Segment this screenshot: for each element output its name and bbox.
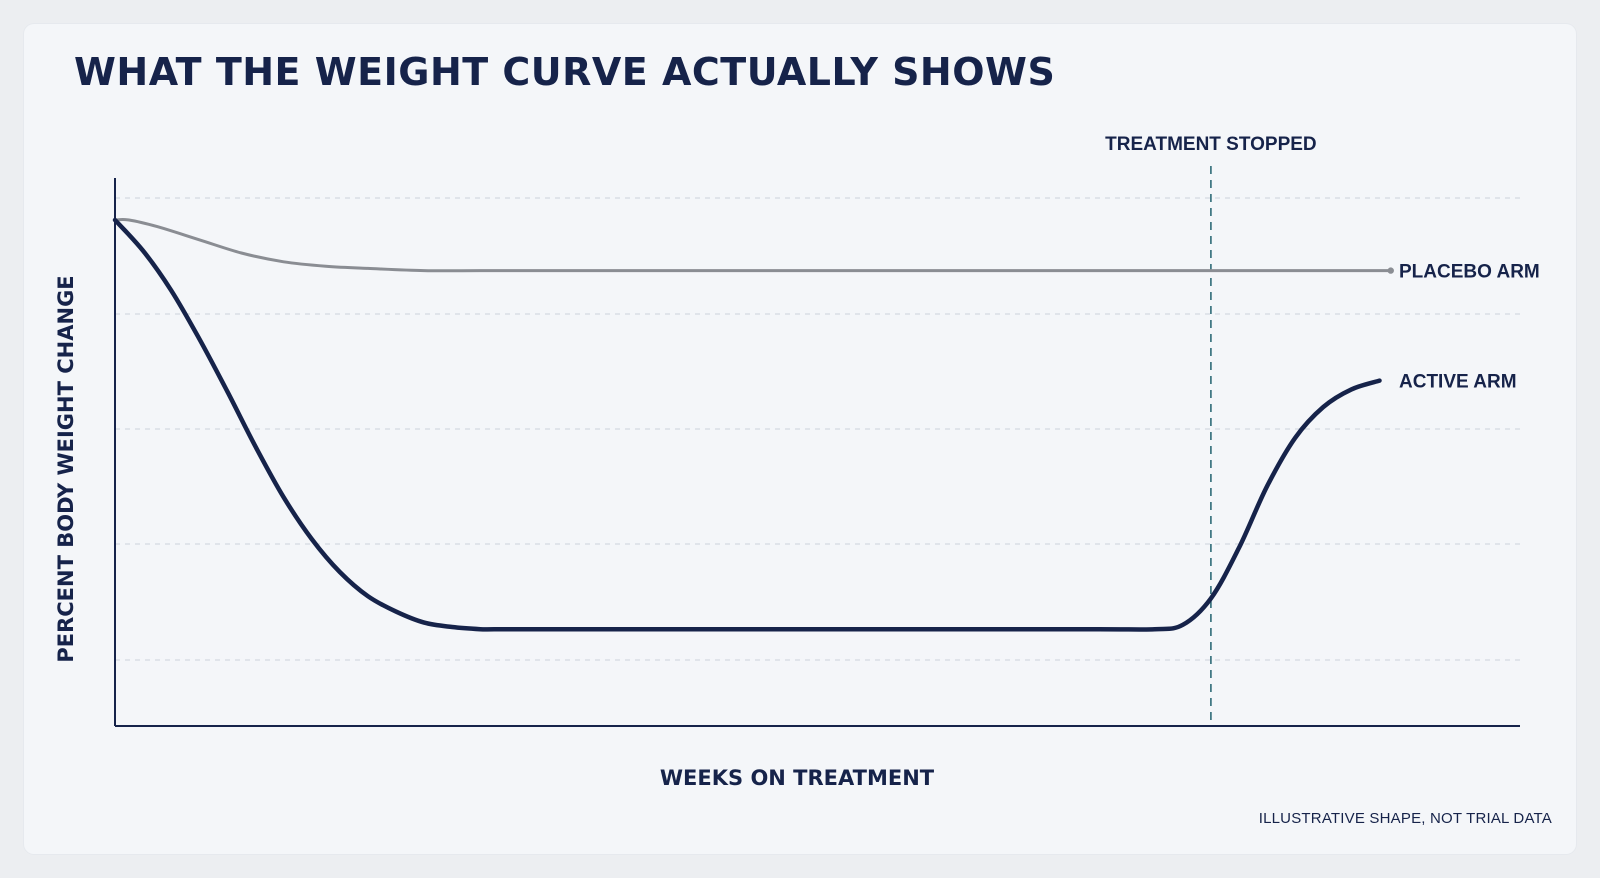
treatment-stopped-marker: TREATMENT STOPPED: [1105, 134, 1317, 726]
chart-card: [24, 24, 1576, 854]
placebo-arm-end-point: [1387, 267, 1394, 274]
series-labels: PLACEBO ARM ACTIVE ARM: [1399, 262, 1540, 393]
footnote: ILLUSTRATIVE SHAPE, NOT TRIAL DATA: [1258, 810, 1552, 827]
axes: [114, 178, 1520, 727]
gridlines: [115, 197, 1520, 661]
x-axis-label: WEEKS ON TREATMENT: [659, 766, 935, 790]
active-arm-label: ACTIVE ARM: [1399, 372, 1517, 393]
placebo-arm-label: PLACEBO ARM: [1399, 262, 1540, 283]
series-lines: [112, 217, 1394, 632]
chart-title: WHAT THE WEIGHT CURVE ACTUALLY SHOWS: [74, 50, 1056, 94]
treatment-stopped-label: TREATMENT STOPPED: [1105, 134, 1316, 155]
placebo-arm-line: [113, 218, 1393, 273]
active-arm-line: [112, 217, 1382, 632]
